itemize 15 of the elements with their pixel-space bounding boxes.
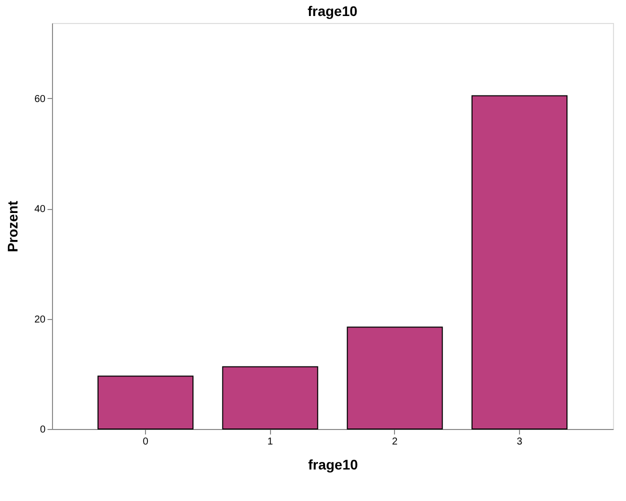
y-axis-title: Prozent	[4, 200, 20, 252]
x-tick-label: 1	[267, 436, 274, 448]
y-tick-label: 20	[34, 314, 46, 326]
chart-title: frage10	[308, 3, 358, 19]
y-tick-label: 40	[34, 204, 46, 216]
bar	[98, 376, 194, 430]
x-axis-title: frage10	[308, 456, 358, 472]
bar	[346, 326, 443, 430]
x-tick-label: 3	[516, 436, 523, 448]
x-tick-label: 2	[392, 436, 398, 448]
y-tick-label: 60	[34, 94, 46, 105]
x-tick-label: 0	[142, 436, 149, 448]
y-tick-label: 0	[40, 424, 46, 436]
bar	[472, 95, 568, 430]
bar	[222, 366, 318, 430]
